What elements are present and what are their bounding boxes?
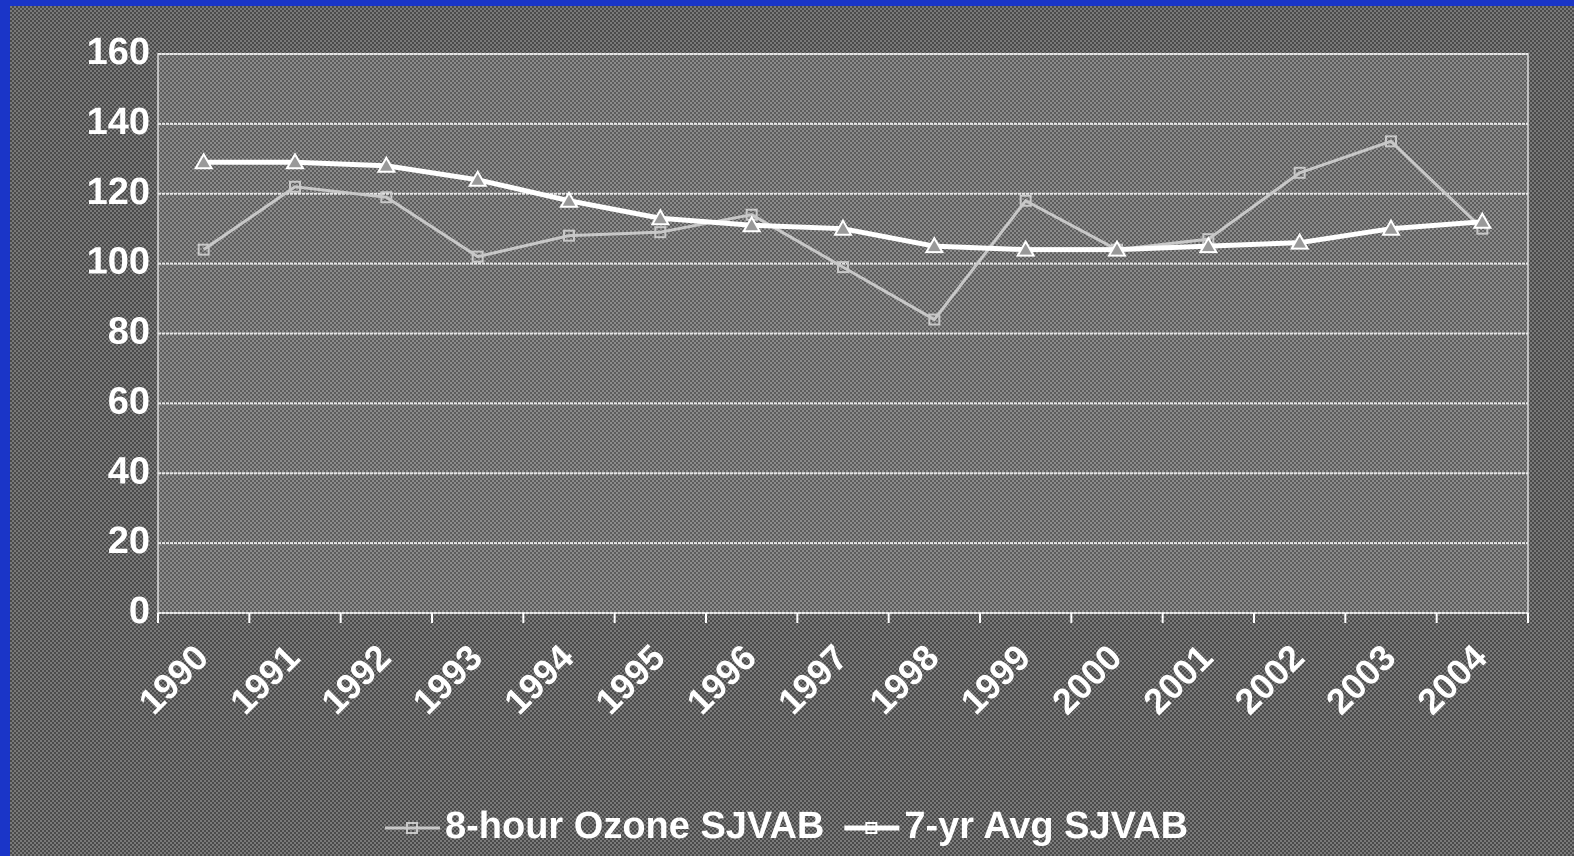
point-marker bbox=[1019, 194, 1032, 207]
y-tick-label: 160 bbox=[87, 31, 150, 73]
point-marker bbox=[1293, 166, 1306, 179]
point-marker bbox=[1385, 135, 1397, 148]
point-marker bbox=[1472, 211, 1493, 229]
y-tick-label: 120 bbox=[87, 171, 150, 213]
y-tick-label: 100 bbox=[87, 241, 150, 283]
legend-marker bbox=[406, 822, 418, 834]
point-marker bbox=[1289, 232, 1310, 250]
point-marker bbox=[559, 190, 579, 208]
point-marker bbox=[837, 261, 849, 274]
y-tick-label: 0 bbox=[129, 590, 150, 632]
legend-label: 8-hour Ozone SJVAB bbox=[445, 805, 824, 847]
point-marker bbox=[285, 152, 305, 170]
point-marker bbox=[741, 215, 762, 233]
point-marker bbox=[924, 236, 945, 254]
point-marker bbox=[467, 169, 488, 187]
point-marker bbox=[563, 229, 575, 242]
legend-marker bbox=[865, 822, 878, 834]
point-marker bbox=[650, 208, 671, 226]
point-marker bbox=[1381, 218, 1401, 236]
point-marker bbox=[289, 180, 301, 193]
point-marker bbox=[1015, 239, 1036, 257]
point-marker bbox=[1198, 236, 1219, 254]
point-marker bbox=[928, 313, 941, 326]
point-marker bbox=[376, 155, 397, 173]
point-marker bbox=[833, 218, 853, 236]
point-marker bbox=[654, 226, 667, 239]
legend-label: 7-yr Avg SJVAB bbox=[904, 805, 1188, 847]
point-marker bbox=[471, 250, 484, 263]
y-tick-label: 40 bbox=[108, 450, 150, 492]
point-marker bbox=[380, 191, 393, 204]
y-tick-label: 20 bbox=[108, 520, 150, 562]
y-tick-label: 140 bbox=[87, 101, 150, 143]
series-line bbox=[202, 139, 1484, 322]
y-tick-label: 80 bbox=[108, 311, 150, 353]
y-tick-label: 60 bbox=[108, 380, 150, 422]
point-marker bbox=[197, 243, 210, 256]
point-marker bbox=[193, 152, 214, 170]
point-marker bbox=[1107, 239, 1127, 257]
